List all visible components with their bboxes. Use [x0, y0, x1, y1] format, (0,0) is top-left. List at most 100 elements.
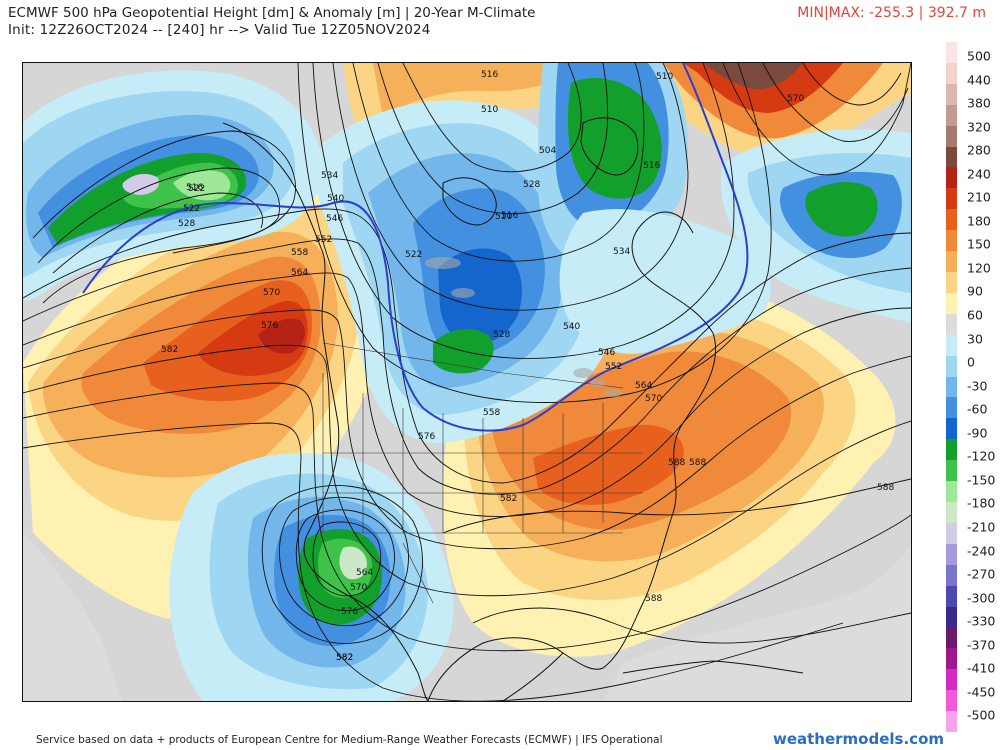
colorbar-swatch: [946, 355, 957, 378]
colorbar-swatch: [946, 690, 957, 712]
colorbar-swatch: [946, 627, 957, 649]
svg-text:510: 510: [495, 212, 512, 222]
svg-text:516: 516: [501, 211, 518, 221]
colorbar-swatch: [946, 564, 957, 587]
colorbar-swatch: [946, 502, 957, 524]
pacific-south-anomaly: [23, 533, 911, 701]
svg-text:570: 570: [787, 94, 804, 104]
svg-text:564: 564: [291, 268, 308, 278]
svg-text:546: 546: [326, 214, 343, 224]
svg-text:504: 504: [539, 146, 556, 156]
svg-text:558: 558: [483, 408, 500, 418]
colorbar-label: 440: [967, 72, 991, 88]
colorbar-swatch: [946, 42, 957, 64]
colorbar-swatch: [946, 272, 957, 294]
colorbar-swatch: [946, 585, 957, 608]
colorbar-label: 500: [967, 48, 991, 64]
svg-text:522: 522: [183, 204, 200, 214]
colorbar-label: 320: [967, 119, 991, 135]
colorbar-label: 240: [967, 166, 991, 182]
colorbar-label: -370: [967, 637, 996, 653]
svg-text:546: 546: [598, 348, 615, 358]
colorbar-swatch: [946, 292, 957, 315]
colorbar-label: 120: [967, 260, 991, 276]
borders: [322, 342, 643, 604]
svg-text:528: 528: [493, 330, 510, 340]
colorbar-label: 0: [967, 354, 975, 370]
svg-text:534: 534: [321, 171, 338, 181]
colorbar-swatch: [946, 83, 957, 106]
svg-text:582: 582: [161, 345, 178, 355]
colorbar-label: -120: [967, 448, 996, 464]
colorbar-label: -30: [967, 378, 988, 394]
colorbar-swatch: [946, 313, 957, 336]
colorbar-swatch: [946, 376, 957, 398]
svg-text:528: 528: [523, 180, 540, 190]
colorbar-swatch: [946, 230, 957, 252]
svg-text:576: 576: [341, 607, 358, 617]
svg-text:582: 582: [336, 653, 353, 663]
svg-text:576: 576: [261, 321, 278, 331]
colorbar-label: -500: [967, 707, 996, 723]
lakes: [425, 257, 622, 397]
init-valid-time: Init: 12Z26OCT2024 -- [240] hr --> Valid…: [8, 22, 431, 38]
colorbar-swatch: [946, 669, 957, 691]
contour-540-highlight: [82, 63, 749, 432]
colorbar-label: 150: [967, 236, 991, 252]
eastern-canada-anomaly: [559, 209, 771, 354]
brand-link[interactable]: weathermodels.com: [772, 730, 944, 748]
north-atlantic-ridge-anomaly: [643, 63, 911, 159]
bering-trough-anomaly: [23, 70, 323, 301]
map-panel: 516 510 504 510 516 522 528 534 540 546 …: [22, 62, 912, 702]
svg-text:558: 558: [291, 248, 308, 258]
svg-text:540: 540: [563, 322, 580, 332]
colorbar-label: -240: [967, 543, 996, 559]
svg-text:522: 522: [405, 250, 422, 260]
colorbar-label: -180: [967, 495, 996, 511]
colorbar-swatch: [946, 209, 957, 231]
colorbar-label: -210: [967, 519, 996, 535]
svg-text:570: 570: [645, 394, 662, 404]
min-max-readout: MIN|MAX: -255.3 | 392.7 m: [797, 5, 986, 21]
colorbar-swatch: [946, 146, 957, 168]
colorbar-label: 210: [967, 189, 991, 205]
colorbar-label: -330: [967, 613, 996, 629]
svg-text:588: 588: [668, 458, 685, 468]
colorbar-swatch: [946, 251, 957, 273]
svg-text:552: 552: [605, 362, 622, 372]
colorbar-swatch: [946, 334, 957, 357]
svg-text:582: 582: [336, 653, 353, 663]
colorbar-label: 60: [967, 307, 983, 323]
coastlines: [222, 117, 804, 701]
svg-text:564: 564: [635, 381, 652, 391]
svg-text:552: 552: [315, 235, 332, 245]
contour-labels: 516 510 504 510 516 522 528 534 540 546 …: [161, 70, 894, 663]
svg-text:516: 516: [481, 70, 498, 80]
footer-credit: Service based on data + products of Euro…: [36, 734, 663, 746]
colorbar-swatch: [946, 543, 957, 566]
svg-text:516: 516: [643, 161, 660, 171]
svg-text:588: 588: [689, 458, 706, 468]
colorbar-swatch: [946, 460, 957, 482]
colorbar-swatch: [946, 397, 957, 419]
colorbar-label: 180: [967, 213, 991, 229]
colorbar-label: 280: [967, 142, 991, 158]
colorbar-label: 380: [967, 95, 991, 111]
colorbar-swatch: [946, 62, 957, 85]
colorbar-swatch: [946, 606, 957, 628]
colorbar-swatch: [946, 481, 957, 503]
svg-text:588: 588: [877, 483, 894, 493]
svg-text:540: 540: [327, 194, 344, 204]
height-contours: [23, 63, 911, 701]
colorbar-swatch: [946, 418, 957, 440]
colorbar-label: -450: [967, 684, 996, 700]
colorbar-label: 30: [967, 331, 983, 347]
svg-text:516: 516: [186, 183, 203, 193]
colorbar-label: -410: [967, 660, 996, 676]
colorbar-swatch: [946, 167, 957, 189]
svg-text:522: 522: [188, 184, 205, 194]
colorbar-swatch: [946, 439, 957, 461]
colorbar-label: -60: [967, 401, 988, 417]
colorbar-swatch: [946, 104, 957, 127]
anomaly-colorbar: 500 440 380 320 280 240 210 180 150 120 90 60 30 0 -30…: [942, 42, 998, 734]
